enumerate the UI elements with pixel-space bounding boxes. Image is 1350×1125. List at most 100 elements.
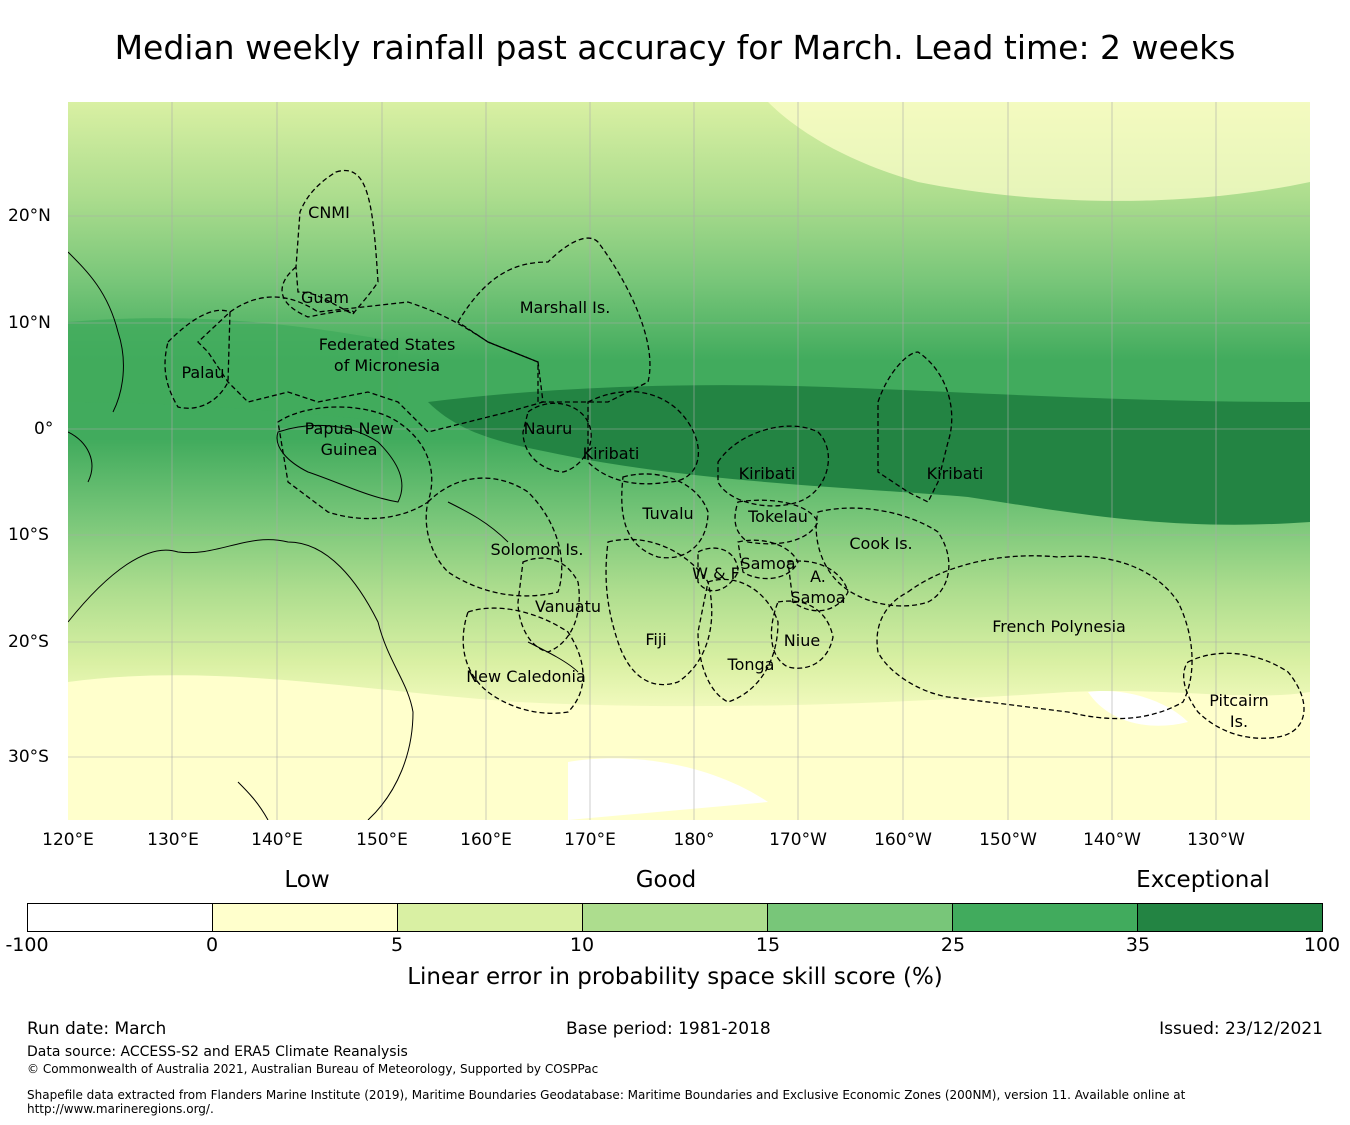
eez-guam	[281, 266, 355, 318]
lon-label-120e: 120°E	[42, 830, 94, 850]
label-vanuatu: Vanuatu	[535, 597, 601, 616]
colorbar-segment-10-15	[583, 904, 768, 931]
eez-kiribati-line	[877, 351, 953, 503]
eez-nauru	[522, 402, 592, 473]
label-fsm-2: of Micronesia	[334, 356, 440, 375]
philippines-coast	[68, 251, 124, 413]
eez-wallis-futuna	[697, 547, 739, 592]
eez-palau	[164, 309, 231, 409]
lon-label-180: 180°	[673, 830, 715, 850]
run-date: Run date: March	[27, 1019, 167, 1039]
lat-label-20s: 20°S	[8, 632, 49, 652]
label-tokelau: Tokelau	[747, 507, 808, 526]
lon-label-150e: 150°E	[356, 830, 408, 850]
skill-patch-north	[768, 102, 1310, 201]
lat-label-0: 0°	[34, 419, 54, 439]
label-png-2: Guinea	[321, 440, 378, 459]
lat-label-10n: 10°N	[8, 313, 51, 333]
label-new-caledonia: New Caledonia	[466, 667, 586, 686]
colorbar-segment-35-100	[1138, 904, 1322, 931]
label-pitcairn-2: Is.	[1230, 712, 1248, 731]
label-american-samoa-2: Samoa	[790, 588, 845, 607]
label-fsm-1: Federated States	[319, 335, 456, 354]
eez-boundaries	[164, 169, 1305, 739]
eez-solomon	[425, 477, 563, 597]
skill-band-high-west	[68, 318, 398, 422]
eez-png	[277, 406, 433, 520]
lon-label-160e: 160°E	[460, 830, 512, 850]
coastlines	[68, 251, 579, 820]
label-tonga: Tonga	[727, 655, 775, 674]
new-guinea-coast	[276, 425, 403, 503]
colorbar-tick: 0	[205, 934, 219, 956]
label-cook: Cook Is.	[849, 534, 912, 553]
data-source: Data source: ACCESS-S2 and ERA5 Climate …	[27, 1044, 408, 1060]
colorbar-tick: 5	[390, 934, 404, 956]
label-tuvalu: Tuvalu	[641, 504, 693, 523]
eez-tuvalu	[621, 473, 709, 559]
new-caledonia-coast	[527, 641, 579, 673]
label-solomon: Solomon Is.	[491, 540, 584, 559]
skill-patch-nil-2	[568, 758, 768, 820]
colorbar-tick: 35	[1125, 934, 1151, 956]
eez-new-caledonia	[462, 607, 584, 714]
eez-vanuatu	[517, 557, 580, 653]
eez-pitcairn	[1183, 652, 1305, 739]
eez-tokelau	[734, 499, 819, 545]
eez-american-samoa	[787, 560, 849, 612]
borneo-coast	[68, 431, 93, 483]
eez-fsm	[197, 296, 544, 433]
skill-band-exceptional	[428, 385, 1310, 525]
eez-tonga	[697, 578, 779, 703]
legend-category-exceptional: Exceptional	[1136, 867, 1270, 893]
legend-category-good: Good	[635, 867, 697, 893]
solomons-coast	[447, 501, 509, 543]
colorbar-tick: 25	[940, 934, 966, 956]
label-kiribati-3: Kiribati	[927, 464, 984, 483]
label-fiji: Fiji	[645, 630, 666, 649]
label-samoa: Samoa	[740, 554, 795, 573]
australia-coast	[68, 539, 414, 820]
lon-label-140e: 140°E	[251, 830, 303, 850]
colorbar-tick: 10	[569, 934, 595, 956]
lon-label-140w: 140°W	[1083, 830, 1141, 850]
map-title: Median weekly rainfall past accuracy for…	[114, 28, 1236, 67]
label-cnmi: CNMI	[308, 203, 350, 222]
lon-label-130w: 130°W	[1187, 830, 1245, 850]
label-american-samoa-1: A.	[810, 567, 826, 586]
colorbar-segment-15-25	[768, 904, 953, 931]
label-kiribati-1: Kiribati	[583, 444, 640, 463]
eez-marshall	[457, 237, 651, 403]
label-pitcairn-1: Pitcairn	[1209, 691, 1269, 710]
label-guam: Guam	[301, 288, 349, 307]
lat-label-20n: 20°N	[8, 206, 51, 226]
colorbar-segment-0-5	[213, 904, 398, 931]
label-wallis-futuna: W & F	[692, 564, 740, 583]
label-marshall: Marshall Is.	[520, 298, 611, 317]
lon-label-130e: 130°E	[147, 830, 199, 850]
colorbar-tick: -100	[5, 934, 49, 956]
skill-patch-nil	[1088, 691, 1188, 726]
colorbar-title: Linear error in probability space skill …	[407, 964, 943, 990]
label-png-1: Papua New	[305, 419, 394, 438]
label-nauru: Nauru	[524, 419, 573, 438]
colorbar-tick: 15	[755, 934, 781, 956]
eez-samoa	[737, 539, 799, 580]
legend-category-low: Low	[284, 867, 330, 893]
label-niue: Niue	[784, 631, 820, 650]
graticule	[68, 102, 1310, 820]
lat-label-10s: 10°S	[8, 525, 49, 545]
skill-map: CNMI Guam Marshall Is. Federated States …	[68, 102, 1310, 820]
colorbar-segment-nil	[28, 904, 213, 931]
lon-label-170w: 170°W	[769, 830, 827, 850]
lat-label-30s: 30°S	[8, 747, 49, 767]
colorbar-segment-25-35	[953, 904, 1138, 931]
colorbar-tick: 100	[1303, 934, 1341, 956]
copyright: © Commonwealth of Australia 2021, Austra…	[27, 1062, 599, 1076]
eez-niue	[770, 600, 834, 669]
skill-patch-south	[68, 675, 1310, 820]
eez-french-polynesia	[876, 555, 1193, 720]
shapefile-credit: Shapefile data extracted from Flanders M…	[27, 1088, 1186, 1116]
eez-kiribati-phoenix	[717, 425, 830, 507]
lon-label-150w: 150°W	[979, 830, 1037, 850]
